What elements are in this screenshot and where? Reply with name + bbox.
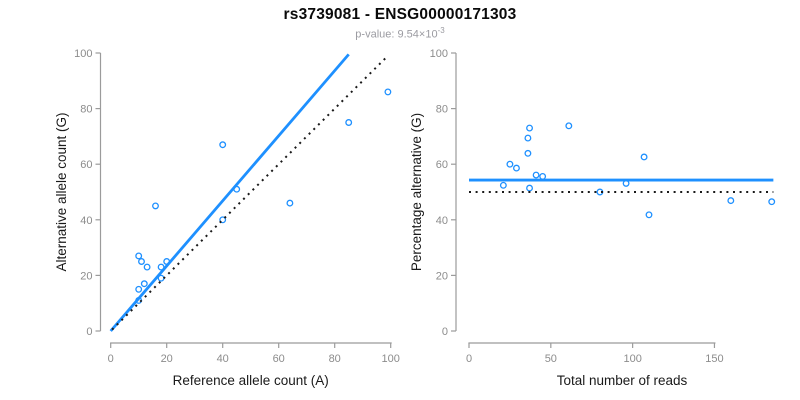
data-point [645,211,653,219]
p-value-text: p-value: 9.54×10 [355,28,438,41]
fit-line [109,53,350,332]
data-point [524,134,532,142]
x-axis-label: Total number of reads [557,373,688,388]
x-tick-label: 40 [217,353,229,365]
data-point [219,216,227,224]
y-tick-label: 0 [86,326,92,338]
data-point [143,263,151,271]
data-point [152,202,159,210]
plot-title: rs3739081 - ENSG00000171303 [283,6,517,23]
data-point [565,122,573,130]
data-point [526,184,533,192]
reference-line [111,55,389,331]
x-tick-label: 50 [545,353,557,365]
data-point [513,164,520,172]
data-point [384,88,392,96]
y-tick-label: 80 [80,104,92,116]
data-point [526,124,533,132]
p-value-exponent: -3 [437,25,445,35]
y-tick-label: 40 [436,215,448,227]
data-point [539,172,547,180]
data-point [345,119,353,126]
x-tick-label: 0 [108,353,114,365]
x-tick-label: 100 [623,353,641,365]
x-tick-label: 60 [273,353,285,365]
x-axis-label: Reference allele count (A) [173,373,329,388]
data-point [640,153,648,161]
data-point [768,198,776,206]
data-point [140,280,148,288]
plot-subtitle: p-value: 9.54×10-3 [0,26,800,41]
y-axis-label: Alternative allele count (G) [54,112,69,271]
chart-header: rs3739081 - ENSG00000171303 p-value: 9.5… [0,6,800,41]
y-tick-label: 60 [436,159,448,171]
data-point [524,149,532,157]
y-axis-label: Percentage alternative (G) [409,113,424,271]
y-tick-label: 20 [436,270,448,282]
percentage-alternative-scatter: 0 20 40 60 80 100 0 50 100 150 Total number of rea… [409,48,776,388]
data-point [499,181,507,189]
y-tick-label: 80 [436,104,448,116]
x-tick-label: 20 [161,353,173,365]
x-tick-label: 0 [466,353,472,365]
y-tick-label: 100 [74,48,92,60]
y-tick-label: 0 [442,326,448,338]
data-point [135,252,143,260]
x-tick-label: 80 [329,353,341,365]
data-point [135,285,143,293]
data-point [506,160,514,168]
allele-count-scatter: 0 20 40 60 80 100 0 20 40 60 80 100 Reference allele… [54,48,400,388]
x-tick-label: 150 [705,353,723,365]
data-point [727,197,735,205]
y-tick-label: 40 [80,215,92,227]
y-tick-label: 20 [80,270,92,282]
data-point [219,141,227,149]
y-tick-label: 60 [80,159,92,171]
data-point [138,258,145,265]
y-tick-label: 100 [430,48,448,60]
data-point [286,199,294,207]
x-tick-label: 100 [382,353,400,365]
data-point [532,171,540,179]
